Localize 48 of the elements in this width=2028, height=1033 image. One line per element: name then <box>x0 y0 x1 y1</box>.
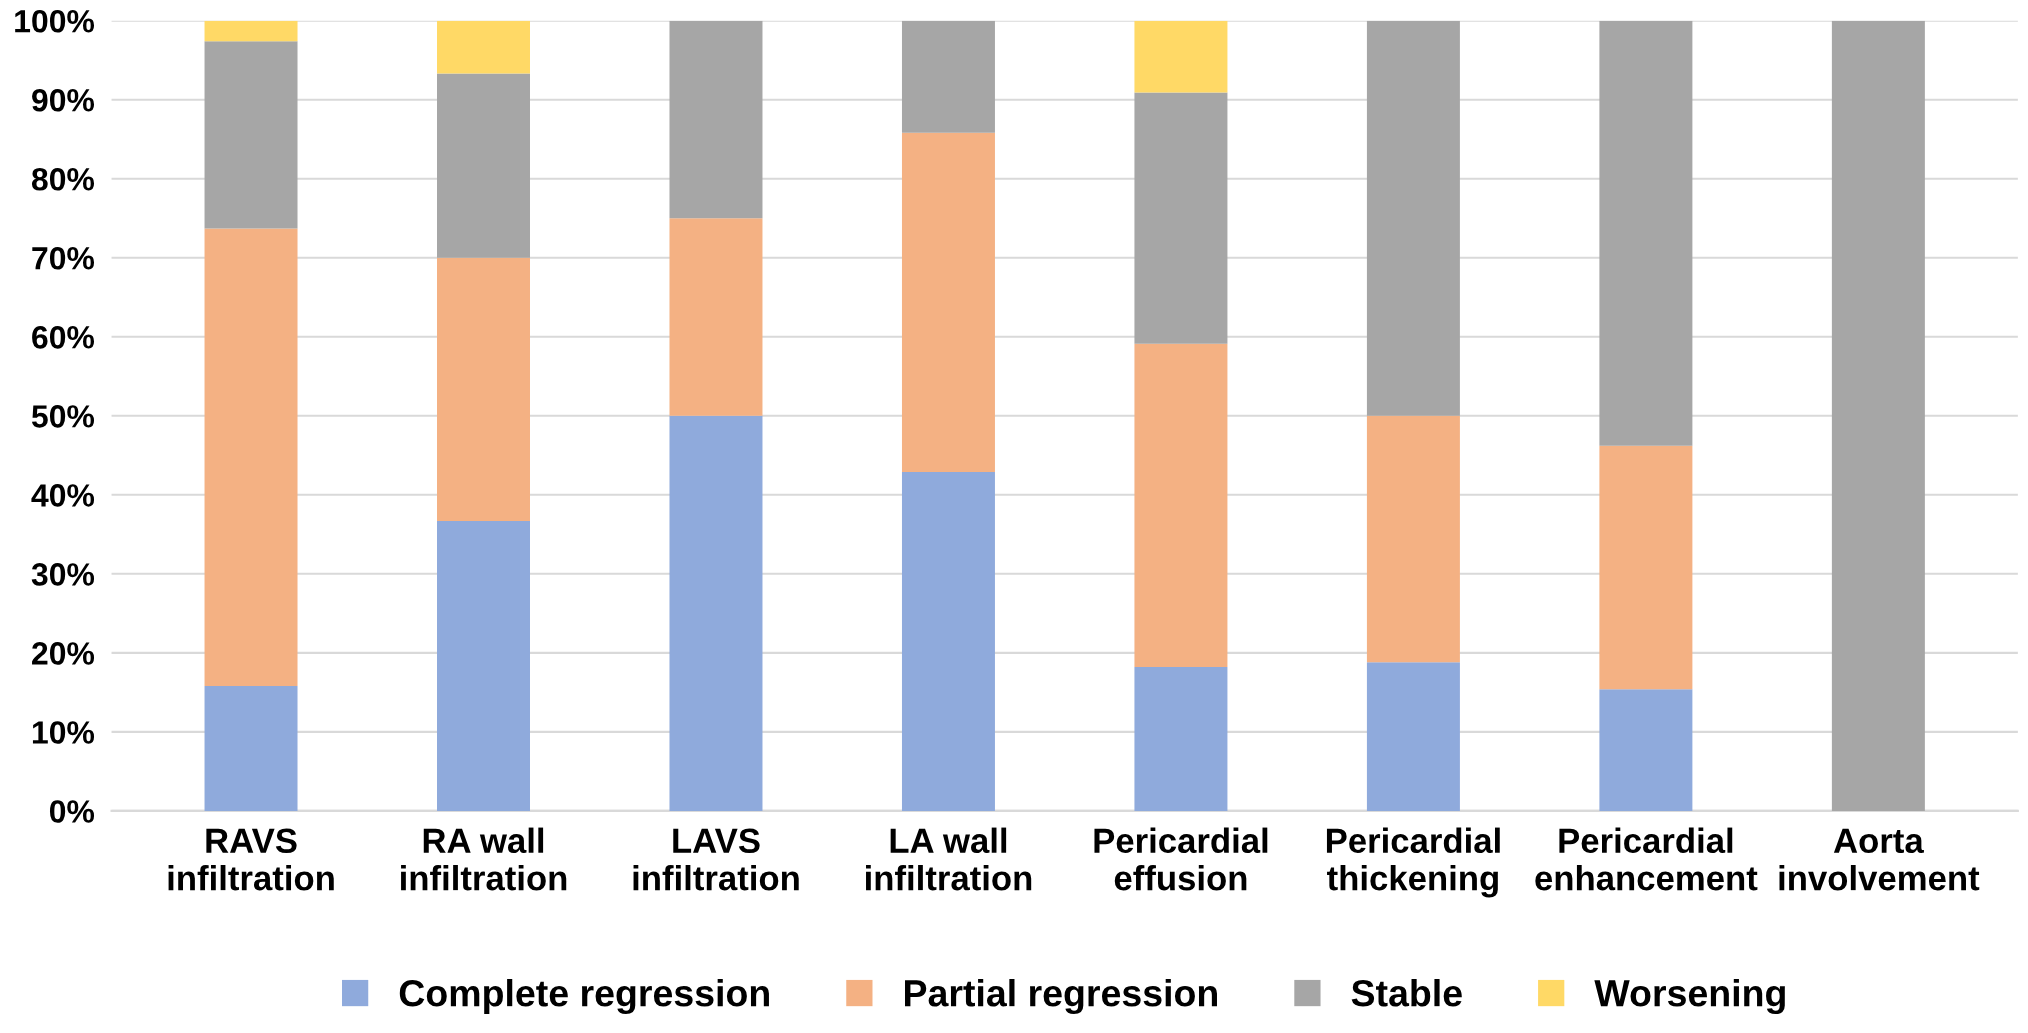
bar <box>1366 415 1460 663</box>
bar <box>204 41 298 229</box>
x-tick-label: Pericardial effusion <box>1094 827 1268 891</box>
bar <box>437 73 530 258</box>
y-tick-label: 50% <box>31 405 95 428</box>
y-tick-label: 30% <box>31 563 95 586</box>
y-tick-label: 40% <box>31 484 95 507</box>
bar <box>204 686 298 811</box>
bar <box>669 20 763 219</box>
bar <box>669 218 763 416</box>
y-tick-label: 90% <box>32 88 95 112</box>
bar <box>1134 20 1228 93</box>
legend-label: Stable <box>1351 979 1462 1007</box>
y-tick-label: 20% <box>32 642 95 665</box>
y-tick-label: 70% <box>32 247 95 270</box>
bar <box>901 471 995 811</box>
x-tick-label: Pericardial thickening <box>1326 827 1500 898</box>
x-tick-label: Pericardial enhancement <box>1535 827 1758 891</box>
bar <box>437 257 530 521</box>
bar <box>437 20 530 74</box>
bar <box>1366 662 1460 811</box>
legend-label: Partial regression <box>905 979 1217 1015</box>
bar <box>901 132 995 472</box>
x-tick-label: Aorta involvement <box>1779 828 1980 891</box>
bar <box>669 415 763 811</box>
x-tick-label: RA wall infiltration <box>401 827 567 891</box>
bar <box>437 520 530 811</box>
bar <box>204 228 298 687</box>
y-tick-label: 60% <box>32 326 95 349</box>
bar <box>1599 689 1693 811</box>
bar <box>1599 20 1693 446</box>
x-tick-label: LAVS infiltration <box>633 828 799 891</box>
y-tick-label: 10% <box>32 721 95 744</box>
bar <box>1831 20 1925 811</box>
x-tick-label: RAVS infiltration <box>168 828 334 891</box>
bar <box>1366 20 1460 416</box>
y-tick-label: 80% <box>31 167 95 191</box>
bar <box>1134 92 1228 344</box>
bar <box>901 20 995 133</box>
bar <box>1599 445 1693 690</box>
y-tick-label: 0% <box>49 800 95 823</box>
legend-label: Worsening <box>1594 979 1785 1015</box>
bar <box>1134 667 1228 811</box>
legend-label: Complete regression <box>399 979 769 1015</box>
bar <box>1134 343 1228 668</box>
x-tick-label: LA wall infiltration <box>866 827 1032 891</box>
y-tick-label: 100% <box>15 9 95 33</box>
bar <box>204 20 298 42</box>
